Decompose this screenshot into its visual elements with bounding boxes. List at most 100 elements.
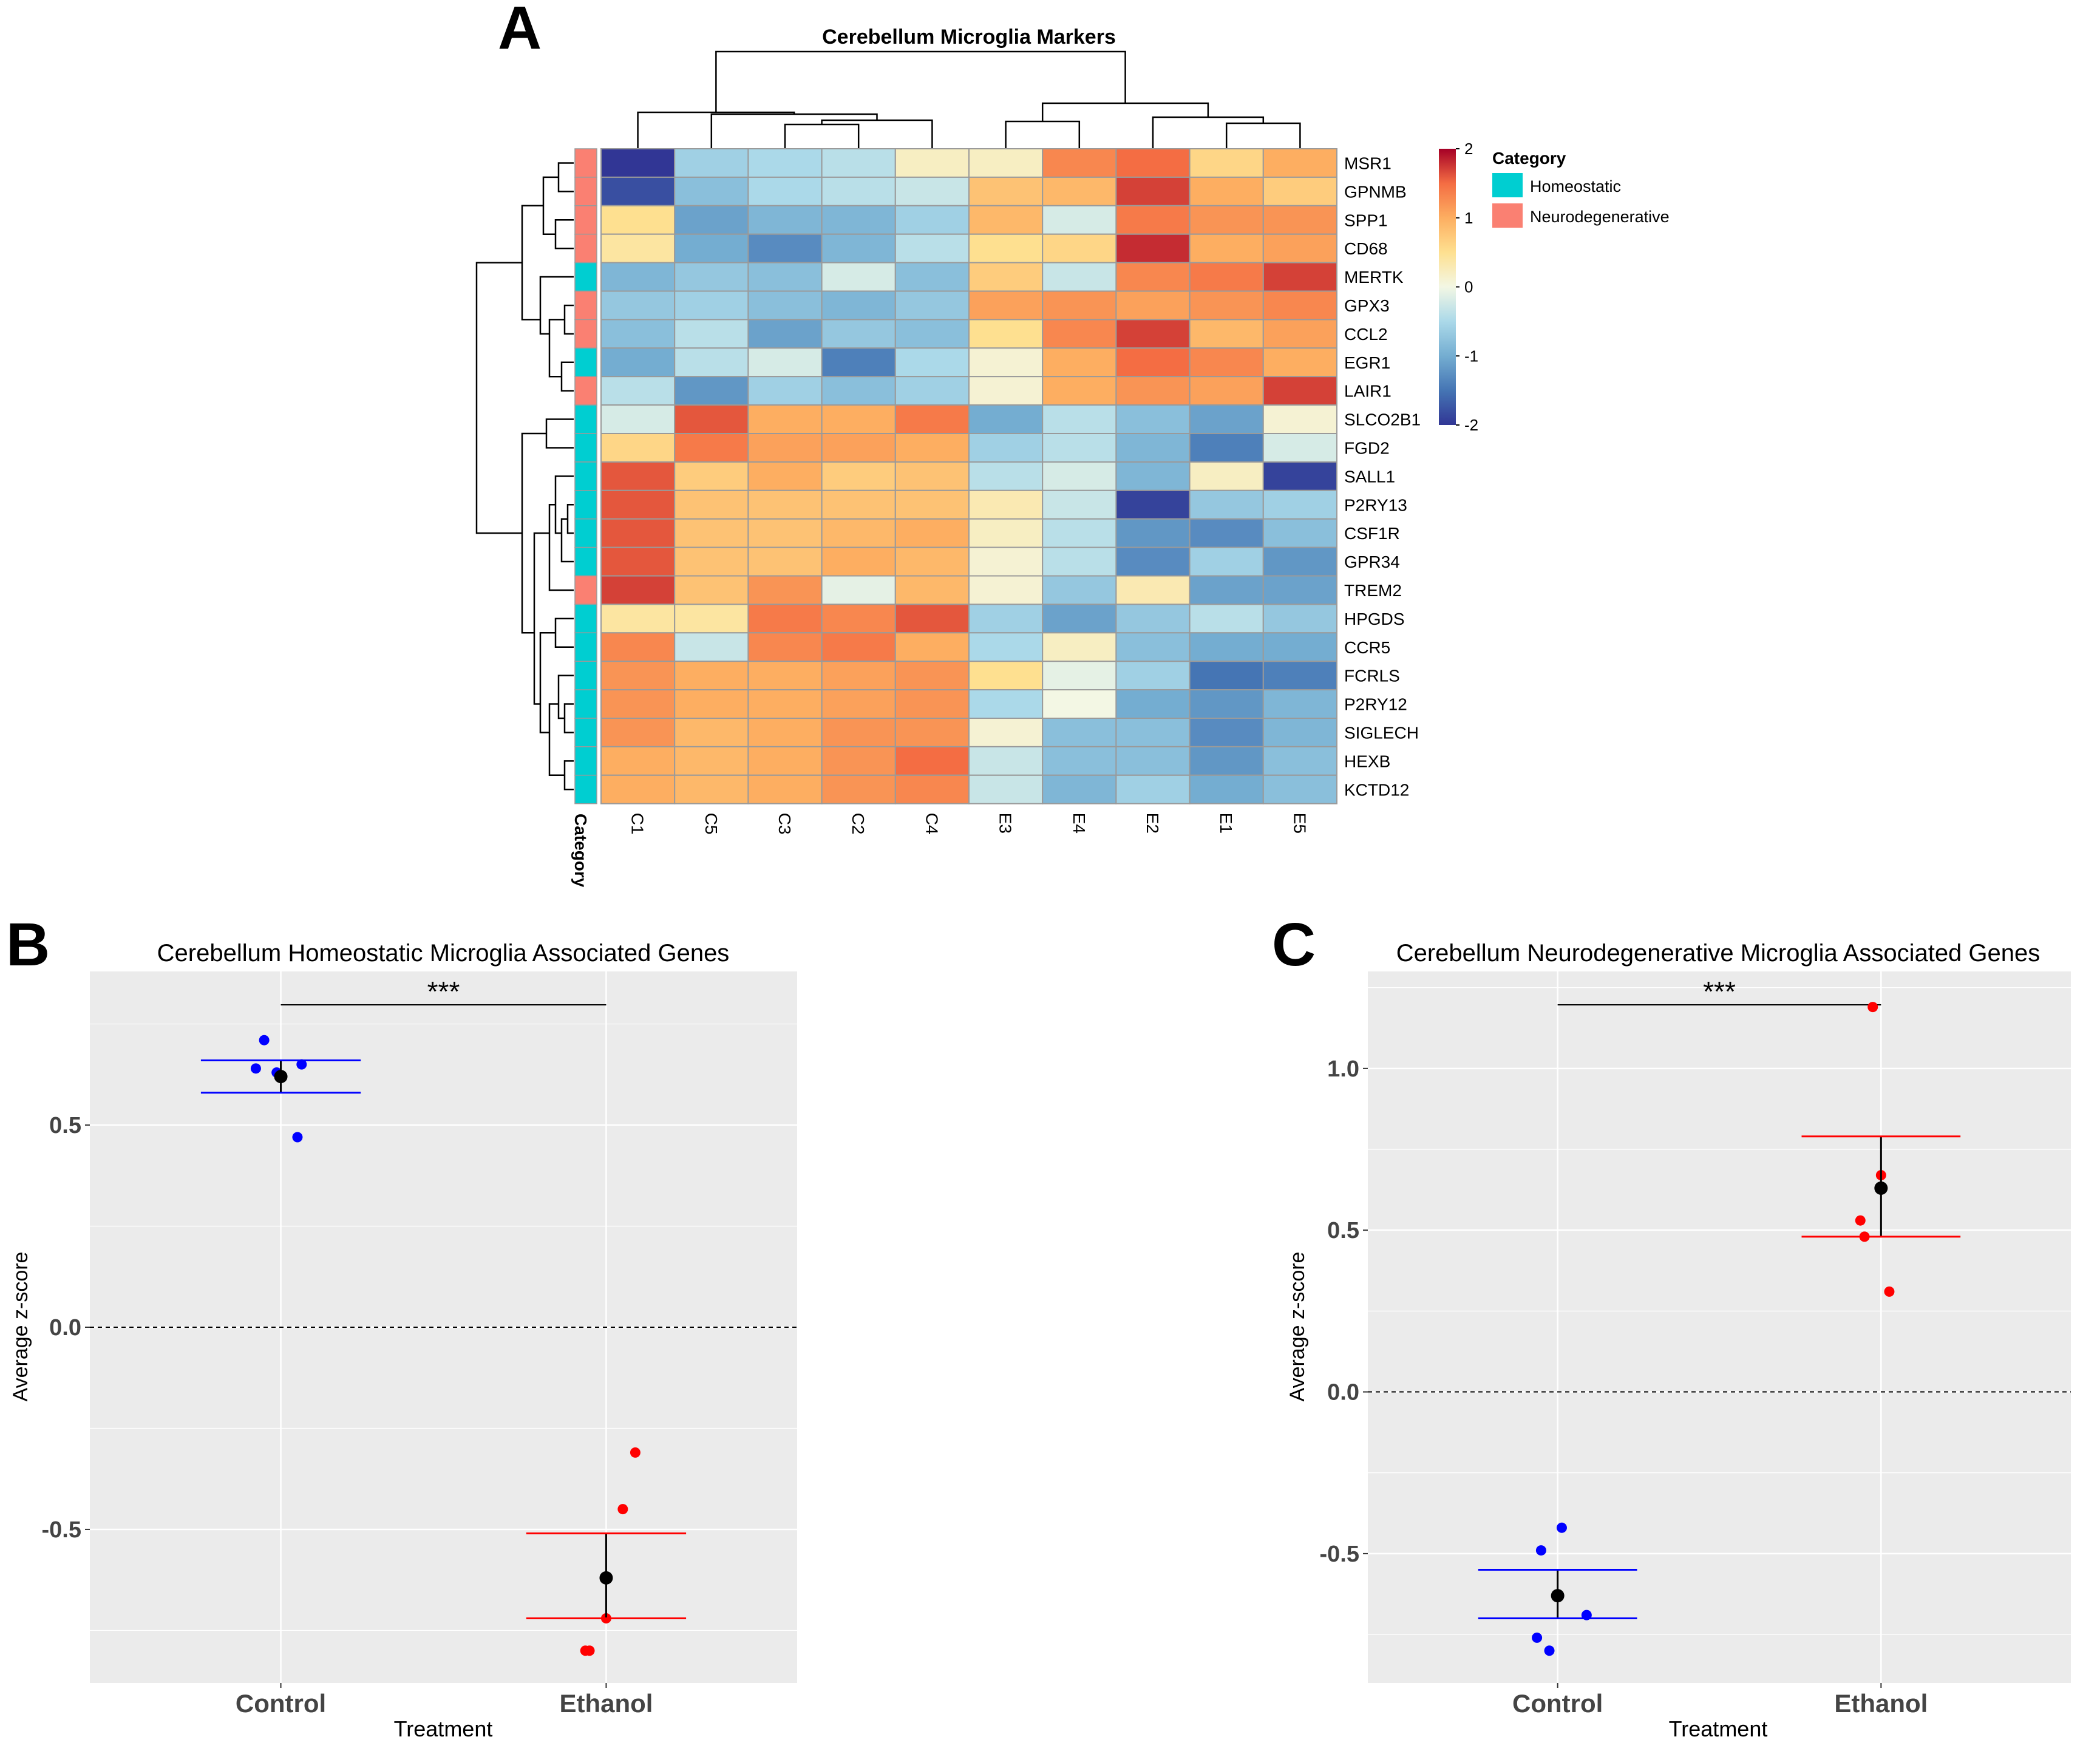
y-tick-label-1: 0.0 xyxy=(1327,1380,1359,1406)
heatmap-cell-SLCO2B1-E4 xyxy=(1042,404,1117,434)
row-link-top-b xyxy=(548,319,565,378)
heatmap-cell-SIGLECH-C5 xyxy=(674,718,749,747)
heatmap-cell-MSR1-C4 xyxy=(894,148,970,178)
x-tick-label-control: Control xyxy=(236,1689,326,1718)
scale-tick-label-2: 0 xyxy=(1464,278,1473,296)
heatmap-cell-GPX3-C3 xyxy=(747,290,823,321)
heatmap-cell-P2RY13-E2 xyxy=(1115,489,1191,520)
heatmap-cell-MSR1-C2 xyxy=(821,148,896,178)
row-link-gpr34 xyxy=(560,518,574,563)
heatmap-cell-CCL2-C3 xyxy=(747,319,823,349)
heatmap-cell-LAIR1-C2 xyxy=(821,376,896,406)
row-link-bottom-c xyxy=(548,703,565,777)
heatmap-cell-P2RY12-C1 xyxy=(600,689,676,719)
heatmap-cell-GPNMB-C2 xyxy=(821,176,896,206)
heatmap-cell-SALL1-C4 xyxy=(894,461,970,491)
heatmap-cell-GPX3-C1 xyxy=(600,290,676,321)
heatmap-cell-EGR1-C1 xyxy=(600,347,676,378)
heatmap-cell-CSF1R-C5 xyxy=(674,518,749,548)
column-label-C2: C2 xyxy=(849,813,868,835)
heatmap-cell-TREM2-E1 xyxy=(1189,575,1264,605)
ethanol-point-4 xyxy=(580,1645,591,1656)
col-link-ethanol xyxy=(1041,102,1209,121)
y-tick-label-2: 0.5 xyxy=(49,1113,81,1138)
heatmap-cell-CSF1R-C4 xyxy=(894,518,970,548)
heatmap-cell-SIGLECH-E4 xyxy=(1042,718,1117,747)
heatmap-cell-SIGLECH-C3 xyxy=(747,718,823,747)
heatmap-cell-GPX3-C2 xyxy=(821,290,896,321)
heatmap-cell-KCTD12-E3 xyxy=(968,774,1044,804)
heatmap-cell-CCL2-C4 xyxy=(894,319,970,349)
row-label-SPP1: SPP1 xyxy=(1344,211,1388,229)
category-cell-GPR34 xyxy=(574,546,597,577)
heatmap-cell-SLCO2B1-E1 xyxy=(1189,404,1264,434)
heatmap-cell-HEXB-C3 xyxy=(747,746,823,776)
heatmap-cell-GPX3-E4 xyxy=(1042,290,1117,321)
heatmap-cell-CCL2-C2 xyxy=(821,319,896,349)
color-scale-ticks: 2 1 0 -1 -2 xyxy=(1456,140,1478,434)
row-label-HEXB: HEXB xyxy=(1344,752,1390,770)
row-label-LAIR1: LAIR1 xyxy=(1344,382,1392,401)
heatmap-cell-FCRLS-C3 xyxy=(747,661,823,691)
heatmap-cell-GPR34-E2 xyxy=(1115,546,1191,577)
category-legend-title: Category xyxy=(1492,149,1566,168)
heatmap-cell-GPNMB-C5 xyxy=(674,176,749,206)
heatmap-cell-GPR34-C4 xyxy=(894,546,970,577)
heatmap-cell-TREM2-E4 xyxy=(1042,575,1117,605)
heatmap-cell-MERTK-C5 xyxy=(674,262,749,292)
category-cell-EGR1 xyxy=(574,347,597,377)
heatmap-cell-P2RY13-C1 xyxy=(600,489,676,520)
heatmap-cell-SIGLECH-C4 xyxy=(894,718,970,747)
heatmap-cell-CCR5-C5 xyxy=(674,632,749,662)
heatmap-cell-P2RY12-E2 xyxy=(1115,689,1191,719)
heatmap-cell-MERTK-C1 xyxy=(600,262,676,292)
heatmap-cell-P2RY13-C4 xyxy=(894,489,970,520)
heatmap-cell-LAIR1-C5 xyxy=(674,376,749,406)
row-label-SIGLECH: SIGLECH xyxy=(1344,723,1419,742)
heatmap-cell-TREM2-E3 xyxy=(968,575,1044,605)
significance-label: *** xyxy=(1703,976,1736,1007)
heatmap-cell-GPNMB-E1 xyxy=(1189,176,1264,206)
heatmap-cell-MERTK-C3 xyxy=(747,262,823,292)
row-label-GPNMB: GPNMB xyxy=(1344,182,1407,201)
scale-tick-label-1: 1 xyxy=(1464,209,1473,227)
heatmap-cell-SPP1-E1 xyxy=(1189,205,1264,235)
heatmap-cell-GPX3-E1 xyxy=(1189,290,1264,321)
plot-c-ylabel: Average z-score xyxy=(1286,1252,1309,1402)
ethanol-point-1 xyxy=(617,1504,628,1515)
heatmap-cell-CSF1R-C3 xyxy=(747,518,823,548)
heatmap-cell-LAIR1-C1 xyxy=(600,376,676,406)
heatmap-cell-LAIR1-E2 xyxy=(1115,376,1191,406)
plot-b-ylabel: Average z-score xyxy=(9,1252,32,1402)
heatmap-cell-CCR5-E4 xyxy=(1042,632,1117,662)
ethanol-mean-point xyxy=(599,1571,613,1585)
heatmap-cell-CD68-C5 xyxy=(674,233,749,264)
heatmap-cell-SPP1-C4 xyxy=(894,205,970,235)
heatmap-cell-SIGLECH-E2 xyxy=(1115,718,1191,747)
heatmap-cell-FCRLS-C5 xyxy=(674,661,749,691)
heatmap-cell-HEXB-C1 xyxy=(600,746,676,776)
heatmap-cell-KCTD12-E4 xyxy=(1042,774,1117,804)
heatmap-cell-SLCO2B1-C4 xyxy=(894,404,970,434)
scale-tick-label-0: 2 xyxy=(1464,140,1473,158)
heatmap-cell-CD68-C4 xyxy=(894,233,970,264)
heatmap-cell-SPP1-E4 xyxy=(1042,205,1117,235)
row-label-P2RY13: P2RY13 xyxy=(1344,495,1407,514)
category-cell-FGD2 xyxy=(574,433,597,463)
column-label-C5: C5 xyxy=(702,813,721,835)
row-link-spp1-cd68 xyxy=(554,219,574,250)
heatmap-cell-FCRLS-C2 xyxy=(821,661,896,691)
heatmap-cell-EGR1-C3 xyxy=(747,347,823,378)
row-labels: MSR1 GPNMB SPP1 CD68 MERTK GPX3 CCL2 EGR1 LAIR1 S… xyxy=(1344,154,1421,799)
category-cell-FCRLS xyxy=(574,661,597,690)
x-tick-label-ethanol: Ethanol xyxy=(559,1689,653,1718)
heatmap-cell-CCR5-E1 xyxy=(1189,632,1264,662)
row-label-CSF1R: CSF1R xyxy=(1344,524,1400,543)
column-label-E2: E2 xyxy=(1143,813,1162,834)
column-label-C4: C4 xyxy=(922,813,941,835)
heatmap-cell-GPNMB-C1 xyxy=(600,176,676,206)
heatmap-cell-CCL2-C5 xyxy=(674,319,749,349)
row-label-EGR1: EGR1 xyxy=(1344,353,1390,372)
heatmap-cell-KCTD12-C1 xyxy=(600,774,676,804)
heatmap-cell-HEXB-E1 xyxy=(1189,746,1264,776)
